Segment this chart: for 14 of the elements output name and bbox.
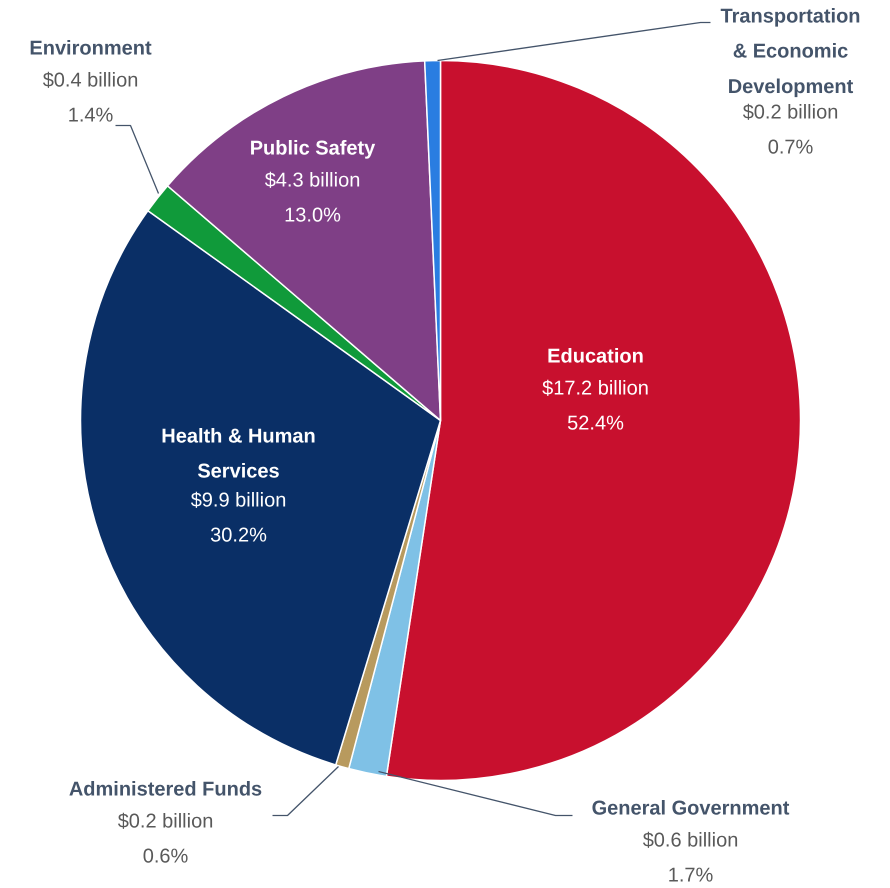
- data-label: $0.6 billion 1.7%: [642, 830, 738, 887]
- slice-label: Administered Funds: [68, 778, 262, 800]
- data-label: $4.3 billion 13.0%: [264, 170, 360, 227]
- data-label: $0.2 billion 0.6%: [118, 810, 214, 868]
- slice-label: Environment: [29, 38, 152, 60]
- slice-label: Education: [547, 346, 644, 368]
- slice-label: Public Safety: [250, 138, 376, 160]
- data-label: $0.2 billion 0.7%: [742, 102, 838, 159]
- slice-label: Health & Human Services: [161, 426, 316, 483]
- data-label: $9.9 billion 30.2%: [190, 490, 286, 547]
- slice-label: Transportation & Economic Development: [720, 6, 861, 98]
- data-label: $0.4 billion 1.4%: [42, 70, 138, 127]
- data-label: $17.2 billion 52.4%: [542, 378, 649, 435]
- slice-label: General Government: [592, 798, 790, 820]
